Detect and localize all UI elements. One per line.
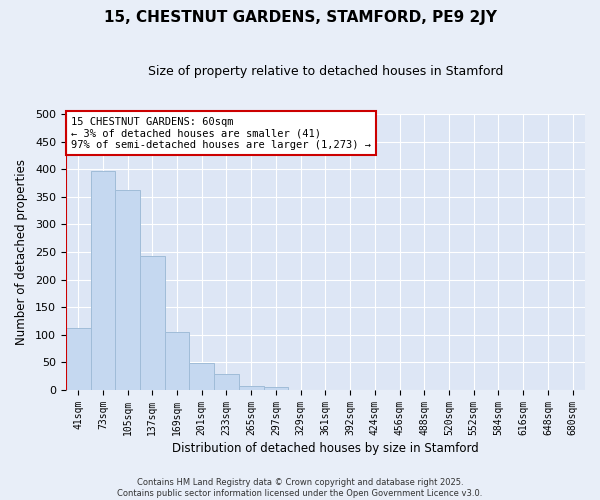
Bar [66,328,91,390]
Text: 15 CHESTNUT GARDENS: 60sqm
← 3% of detached houses are smaller (41)
97% of semi-: 15 CHESTNUT GARDENS: 60sqm ← 3% of detac… [71,116,371,150]
X-axis label: Distribution of detached houses by size in Stamford: Distribution of detached houses by size … [172,442,479,455]
Bar [239,386,263,390]
Bar [214,374,239,390]
Bar [263,388,289,390]
Text: 15, CHESTNUT GARDENS, STAMFORD, PE9 2JY: 15, CHESTNUT GARDENS, STAMFORD, PE9 2JY [104,10,497,25]
Bar [190,363,214,390]
Bar [164,332,190,390]
Bar [91,171,115,390]
Bar [140,256,164,390]
Y-axis label: Number of detached properties: Number of detached properties [15,159,28,345]
Text: Contains HM Land Registry data © Crown copyright and database right 2025.
Contai: Contains HM Land Registry data © Crown c… [118,478,482,498]
Bar [115,190,140,390]
Title: Size of property relative to detached houses in Stamford: Size of property relative to detached ho… [148,65,503,78]
